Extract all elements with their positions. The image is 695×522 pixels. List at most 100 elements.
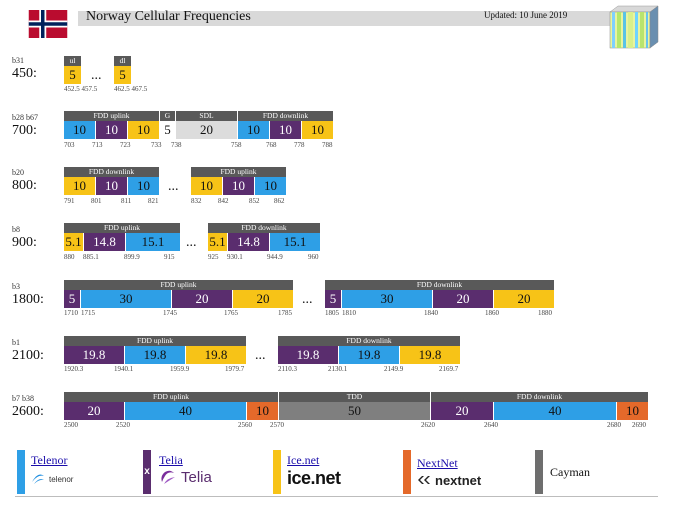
- block-telia: 20: [433, 290, 493, 308]
- header-tdd: TDD: [279, 392, 430, 402]
- header-fdd-uplink: FDD uplink: [64, 111, 159, 121]
- block-telenor: 10: [255, 177, 286, 195]
- band-freq-1800: 1800:: [12, 292, 44, 307]
- block-telenor: 10: [238, 121, 269, 139]
- telenor-propeller-icon: [32, 474, 44, 485]
- header-fdd-uplink: FDD uplink: [191, 167, 286, 177]
- tick-label: 452.5 457.5: [64, 85, 98, 93]
- telenor-logo: telenor: [31, 470, 73, 488]
- tick-label: 2520: [116, 421, 130, 429]
- tick-label: 788: [322, 141, 333, 149]
- telia-logo: Telia: [159, 468, 212, 486]
- header-sdl: SDL: [176, 111, 237, 121]
- tick-label: 1959.9: [170, 365, 190, 373]
- block-ice: 10: [191, 177, 222, 195]
- header-guard: G: [160, 111, 175, 121]
- block-ice: 5.1: [64, 233, 83, 251]
- tick-label: 1880: [538, 309, 552, 317]
- header-fdd-uplink: FDD uplink: [64, 336, 246, 346]
- block-telia: 10: [96, 177, 127, 195]
- tick-label: 821: [148, 197, 159, 205]
- tick-label: 2640: [484, 421, 498, 429]
- block-telenor: 19.8: [339, 346, 399, 364]
- ul-header: ul: [64, 56, 81, 66]
- block-telia: 10: [223, 177, 254, 195]
- tick-label: 713: [92, 141, 103, 149]
- block-sdl: 20: [176, 121, 237, 139]
- tick-label: 1785: [278, 309, 292, 317]
- tick-label: 801: [91, 197, 102, 205]
- block-telenor: 10: [64, 121, 95, 139]
- legend-link-nextnet[interactable]: NextNet: [417, 456, 458, 470]
- legend-label-cayman: Cayman: [550, 465, 590, 479]
- block-nextnet: 10: [617, 402, 648, 420]
- tick-label: 930.1: [227, 253, 243, 261]
- legend-swatch-telenor: [17, 450, 25, 494]
- block-ice: 20: [233, 290, 293, 308]
- block-ice: 19.8: [186, 346, 246, 364]
- block-telia: 19.8: [64, 346, 124, 364]
- legend-link-telia[interactable]: Telia: [159, 453, 183, 467]
- block-guard: 5: [160, 121, 175, 139]
- band-tag-2600: b7 b38: [12, 394, 34, 403]
- ice-wordmark: ice.net: [287, 468, 341, 488]
- block-telia: 14.8: [228, 233, 269, 251]
- tick-label: 852: [249, 197, 260, 205]
- tick-label: 1979.7: [225, 365, 245, 373]
- tick-label: 2690: [632, 421, 646, 429]
- header-fdd-downlink: FDD downlink: [64, 167, 159, 177]
- band-tag-1800: b3: [12, 282, 20, 291]
- header-fdd-downlink: FDD downlink: [431, 392, 648, 402]
- block-telia: 20: [431, 402, 493, 420]
- tick-label: 723: [120, 141, 131, 149]
- block-telenor: 30: [81, 290, 171, 308]
- ellipsis: ...: [91, 68, 102, 83]
- legend-marker-telia: x: [144, 466, 150, 477]
- block-ice: 10: [64, 177, 95, 195]
- block-telia: 19.8: [278, 346, 338, 364]
- header-fdd-uplink: FDD uplink: [64, 392, 278, 402]
- band-tag-900: b8: [12, 225, 20, 234]
- tick-label: 880: [64, 253, 75, 261]
- block-ice: 10: [302, 121, 333, 139]
- tick-label: 462.5 467.5: [114, 85, 148, 93]
- block-telenor: 19.8: [125, 346, 185, 364]
- block-telia: 10: [96, 121, 127, 139]
- tick-label: 885.1: [83, 253, 99, 261]
- ellipsis: ...: [168, 179, 179, 194]
- spectrum-cube-icon: [609, 5, 659, 49]
- block-telia: 10: [270, 121, 301, 139]
- legend-swatch-cayman: [535, 450, 543, 494]
- block-telia: 20: [64, 402, 124, 420]
- legend-link-telenor[interactable]: Telenor: [31, 453, 68, 467]
- header-fdd-downlink: FDD downlink: [238, 111, 333, 121]
- block-ice: 19.8: [400, 346, 460, 364]
- block-tdd: 50: [279, 402, 430, 420]
- tick-label: 811: [121, 197, 132, 205]
- legend-swatch-nextnet: [403, 450, 411, 494]
- block-telenor: 15.1: [270, 233, 320, 251]
- block-ice: 5.1: [208, 233, 227, 251]
- tick-label: 1745: [163, 309, 177, 317]
- tick-label: 1765: [224, 309, 238, 317]
- page-title: Norway Cellular Frequencies: [86, 9, 251, 24]
- ellipsis: ...: [255, 348, 266, 363]
- block-telia: 20: [172, 290, 232, 308]
- legend-link-ice[interactable]: Ice.net: [287, 453, 320, 467]
- tick-label: 2560: [238, 421, 252, 429]
- block-ice: 10: [128, 121, 159, 139]
- legend-swatch-telia: [143, 450, 151, 494]
- tick-label: 738: [171, 141, 182, 149]
- tick-label: 925: [208, 253, 219, 261]
- band-freq-2600: 2600:: [12, 404, 44, 419]
- tick-label: 1715: [81, 309, 95, 317]
- dl-header: dl: [114, 56, 131, 66]
- band-freq-700: 700:: [12, 123, 37, 138]
- tick-label: 960: [308, 253, 319, 261]
- band-tag-450: b31: [12, 56, 24, 65]
- header-fdd-downlink: FDD downlink: [208, 223, 320, 233]
- tick-label: 791: [64, 197, 75, 205]
- tick-label: 2169.7: [439, 365, 459, 373]
- tick-label: 2130.1: [328, 365, 348, 373]
- block-ice: 20: [494, 290, 554, 308]
